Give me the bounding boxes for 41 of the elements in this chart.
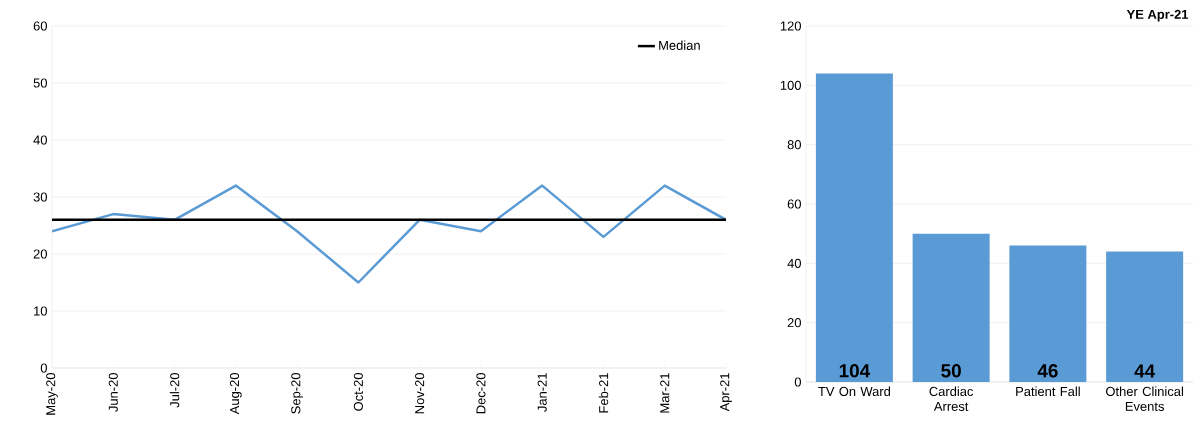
- data-label: 104: [839, 364, 871, 378]
- y-tick-label: 0: [794, 377, 801, 387]
- y-tick-label: 50: [33, 78, 47, 88]
- x-tick-label: May-20: [46, 373, 58, 415]
- bar: [912, 233, 990, 382]
- x-tick-label: Oct-20: [353, 373, 363, 411]
- y-tick-label: 100: [780, 80, 801, 90]
- x-tick-label: Jun-20: [108, 373, 118, 412]
- x-tick-label: Patient Fall: [1016, 386, 1080, 397]
- y-tick-label: 0: [40, 363, 47, 373]
- x-tick-label: Dec-20: [476, 373, 486, 414]
- y-tick-label: 40: [33, 135, 47, 145]
- x-tick-label: TV On Ward: [818, 386, 891, 397]
- legend-label: Median: [659, 40, 700, 50]
- x-tick-label: Sep-20: [291, 373, 303, 414]
- x-tick-label: Cardiac Arrest: [929, 386, 974, 411]
- y-tick-label: 20: [33, 249, 47, 259]
- x-tick-label: Jan-21: [537, 373, 547, 412]
- bar: [815, 73, 893, 382]
- y-tick-label: 10: [34, 306, 47, 316]
- y-tick-label: 80: [787, 140, 801, 150]
- data-label: 44: [1134, 364, 1156, 378]
- bar: [1106, 251, 1184, 382]
- data-label: 50: [941, 364, 961, 378]
- bar: [1009, 245, 1087, 382]
- chart-title: YE Apr-21: [1126, 9, 1189, 22]
- line-series: [52, 184, 727, 284]
- x-tick-label: Aug-20: [229, 373, 242, 415]
- y-tick-label: 40: [787, 258, 801, 268]
- y-tick-label: 60: [787, 199, 801, 209]
- x-tick-label: Mar-21: [660, 373, 670, 413]
- x-tick-label: Nov-20: [415, 373, 425, 414]
- y-tick-label: 30: [33, 192, 47, 202]
- x-tick-label: Apr-21: [720, 373, 732, 412]
- y-tick-label: 120: [780, 21, 801, 31]
- x-tick-label: Jul-20: [169, 373, 180, 408]
- y-tick-label: 20: [787, 318, 801, 328]
- x-tick-label: Other Clinical Events: [1106, 386, 1183, 411]
- x-tick-label: Feb-21: [598, 373, 609, 413]
- y-tick-label: 60: [33, 21, 47, 31]
- data-label: 46: [1037, 364, 1058, 378]
